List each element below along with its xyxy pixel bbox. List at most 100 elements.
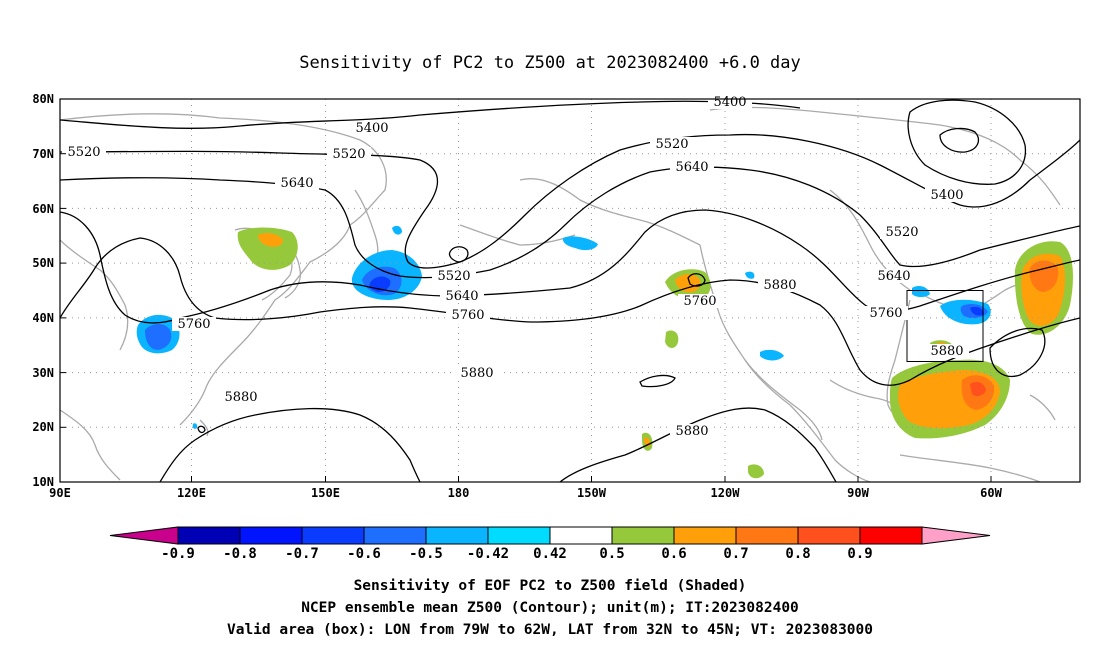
svg-text:5880: 5880 [763, 278, 796, 293]
svg-text:5760: 5760 [683, 294, 716, 309]
taiwan [199, 419, 209, 437]
colorbar-tick-label: 0.9 [847, 546, 872, 562]
colorbar-box [611, 526, 675, 545]
colorbar-box [673, 526, 737, 545]
lon-tick-label: 150E [311, 486, 340, 500]
neg-core-watl [970, 306, 984, 316]
contour-label: 5400 [925, 188, 969, 203]
lon-tick-label: 150W [577, 486, 607, 500]
china-coast-inner [60, 239, 129, 351]
contour-low-center [939, 127, 979, 153]
contour-label: 5640 [440, 289, 484, 304]
contour-5880-tropic [559, 407, 837, 482]
contour-label: 5640 [670, 160, 714, 175]
contour-5400-north [60, 100, 801, 129]
contour-5400-high [907, 99, 1027, 185]
pos-core-nepac [675, 274, 701, 293]
lat-tick-label: 70N [32, 147, 54, 161]
colorbar-tick-label: 0.6 [661, 546, 686, 562]
contour-5880-main [60, 237, 1080, 386]
grid [60, 99, 1080, 482]
contour-subtropical-high [989, 327, 1046, 377]
lon-tick-label: 120E [177, 486, 206, 500]
greenland-tip [1029, 394, 1056, 421]
svg-text:5520: 5520 [655, 137, 688, 152]
tick-marks [59, 98, 992, 483]
baja [744, 359, 823, 441]
shaded-sensitivity [136, 225, 1073, 479]
lat-tick-label: 50N [32, 256, 54, 270]
pos-core-natl [1029, 260, 1059, 292]
svg-text:5760: 5760 [869, 306, 902, 321]
lon-tick-label: 120W [711, 486, 741, 500]
svg-text:5880: 5880 [930, 344, 963, 359]
south-america-coast [899, 454, 1041, 482]
colorbar-low-triangle [109, 526, 179, 545]
contour-label: 5880 [219, 390, 263, 405]
colorbar-box [797, 526, 861, 545]
colorbar-tick-label: -0.6 [347, 546, 381, 562]
contour-label: 5880 [925, 344, 969, 359]
colorbar [109, 526, 991, 545]
contour-label: 5760 [172, 317, 216, 332]
colorbar-tick-label: -0.5 [409, 546, 443, 562]
contour-small-philippines [197, 425, 206, 434]
neg-patch-goa [562, 236, 598, 251]
colorbar-box [425, 526, 489, 545]
lat-tick-label: 80N [32, 92, 54, 106]
neg-dot-us-ne [912, 286, 930, 297]
alaska-coast [519, 178, 701, 246]
lat-tick-label: 30N [32, 366, 54, 380]
map-area [60, 99, 1080, 482]
contour-small-tropic [639, 374, 676, 388]
lon-tick-labels: 90E 120E 150E 180 150W 120W 90W 60W [49, 486, 1002, 500]
map-frame [59, 98, 1081, 483]
svg-text:5520: 5520 [332, 147, 365, 162]
lon-tick-label: 180 [448, 486, 470, 500]
colorbar-tick-label: -0.42 [467, 546, 509, 562]
contour-5880-south [159, 407, 421, 482]
colorbar-box [177, 526, 241, 545]
contour-5760 [60, 209, 1080, 324]
svg-text:5520: 5520 [67, 145, 100, 160]
lon-tick-label: 60W [980, 486, 1002, 500]
valid-area-box [906, 290, 984, 362]
colorbar-box [363, 526, 427, 545]
colorbar-high-triangle [921, 526, 991, 545]
contour-label: 5520 [880, 225, 924, 240]
contour-labels: 5400 5400 5400 5520 5520 5520 5520 5520 … [62, 95, 969, 439]
lon-tick-label: 90W [847, 486, 869, 500]
svg-text:5640: 5640 [877, 269, 910, 284]
lat-tick-label: 40N [32, 311, 54, 325]
colorbar-tick-label: 0.42 [533, 546, 567, 562]
svg-text:5400: 5400 [355, 121, 388, 136]
contour-small-180 [448, 246, 469, 263]
aleutians [459, 224, 576, 246]
svg-text:5400: 5400 [713, 95, 746, 110]
contour-label: 5760 [678, 294, 722, 309]
lat-tick-label: 10N [32, 475, 54, 489]
contour-label: 5520 [327, 147, 371, 162]
contour-label: 5640 [872, 269, 916, 284]
neg-dot-west [745, 271, 755, 279]
lat-tick-label: 60N [32, 202, 54, 216]
svg-text:5520: 5520 [437, 269, 470, 284]
colorbar-tick-label: -0.9 [161, 546, 195, 562]
contour-label: 5640 [275, 176, 319, 191]
contour-5640 [60, 166, 1080, 279]
caption-line-3: Valid area (box): LON from 79W to 62W, L… [227, 622, 873, 638]
neg-dot-philippines [192, 423, 198, 429]
neg-small-nwpac [392, 225, 402, 235]
pos-peak-caribbean [970, 382, 986, 397]
contour-label: 5520 [62, 145, 106, 160]
colorbar-box [239, 526, 303, 545]
contour-label: 5520 [432, 269, 476, 284]
lat-tick-label: 20N [32, 420, 54, 434]
figure-title: Sensitivity of PC2 to Z500 at 2023082400… [299, 53, 801, 73]
colorbar-tick-label: 0.7 [723, 546, 748, 562]
contour-label: 5760 [446, 308, 490, 323]
colorbar-tick-label: -0.7 [285, 546, 319, 562]
contour-small-nepac [687, 273, 706, 287]
colorbar-box [549, 526, 613, 545]
